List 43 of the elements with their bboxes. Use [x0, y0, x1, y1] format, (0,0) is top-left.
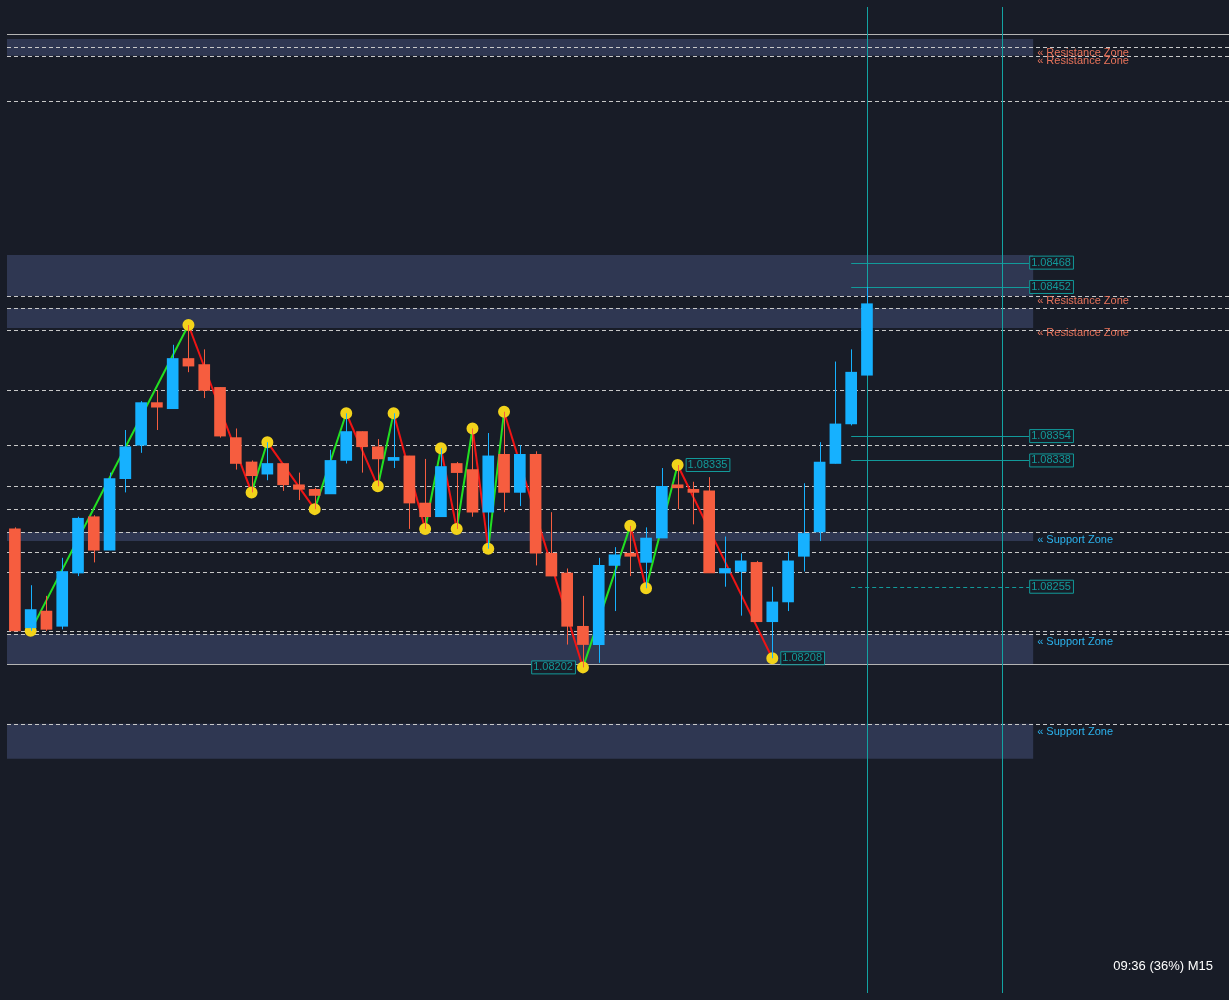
candlestick — [545, 511, 558, 577]
point — [466, 422, 479, 435]
point — [766, 652, 779, 665]
candlestick — [798, 482, 810, 573]
point — [434, 442, 447, 455]
point — [182, 319, 195, 332]
point — [340, 407, 353, 420]
candlestick — [608, 546, 621, 612]
annotation: 09:36 (36%) M15 — [1113, 957, 1213, 973]
candlestick — [356, 431, 368, 474]
y-tick-label: 1.08338 — [1031, 453, 1071, 466]
candlestick — [151, 389, 163, 431]
point — [498, 405, 511, 418]
candlestick — [734, 552, 747, 617]
candlestick — [687, 481, 700, 525]
point — [308, 503, 321, 516]
y-tick-label: 1.08255 — [1031, 579, 1071, 592]
point — [482, 542, 495, 555]
band-label: « Support Zone — [1037, 532, 1114, 545]
point — [450, 522, 463, 535]
y-tick-label: 1.08354 — [1031, 429, 1071, 442]
annotation: 1.08335 — [687, 458, 728, 471]
candlestick — [277, 462, 289, 492]
point — [371, 480, 384, 493]
point — [671, 459, 684, 471]
band-label: « Support Zone — [1037, 724, 1114, 737]
point — [387, 407, 400, 420]
annotation: 1.08208 — [782, 651, 823, 664]
candlestick — [293, 472, 305, 501]
point — [419, 522, 432, 535]
point — [640, 582, 653, 595]
candlestick — [40, 595, 53, 632]
annotation: 1.08202 — [533, 660, 573, 673]
band-label: « Resistance Zone — [1037, 326, 1129, 339]
band-label: « Support Zone — [1037, 634, 1114, 647]
point — [576, 661, 589, 674]
point — [624, 519, 637, 532]
point — [245, 486, 258, 499]
band-label: « Resistance Zone — [1037, 294, 1129, 307]
point — [261, 436, 274, 449]
y-tick-label: 1.08468 — [1031, 255, 1071, 268]
candlestick — [719, 536, 731, 588]
y-tick-label: 1.08452 — [1031, 280, 1071, 293]
